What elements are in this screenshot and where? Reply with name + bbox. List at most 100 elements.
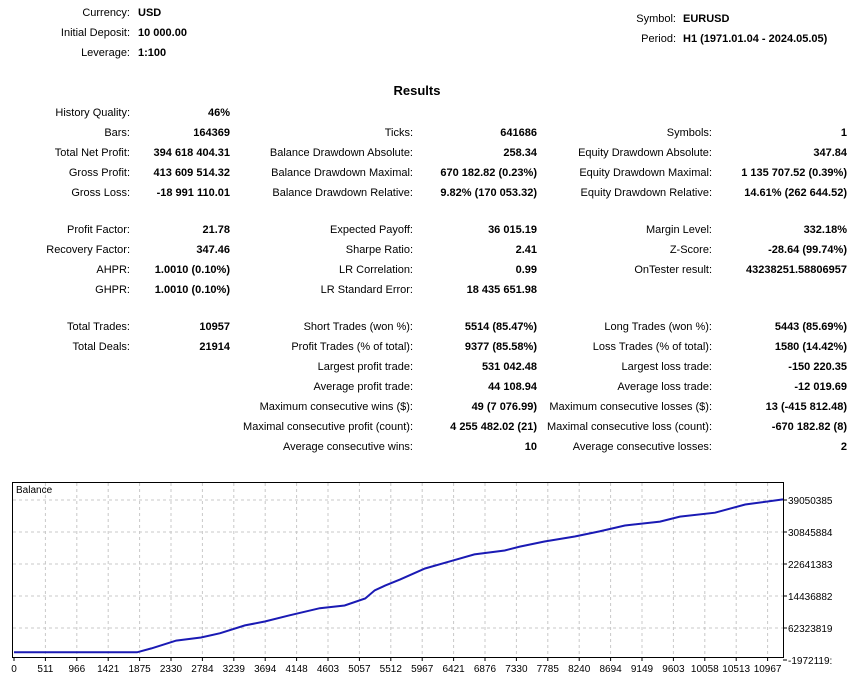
- stat-label: OnTester result:: [634, 264, 712, 276]
- x-tick-label: 9603: [662, 664, 685, 675]
- stat-value: 1580 (14.42%): [774, 341, 847, 353]
- stat-label: Largest loss trade:: [621, 361, 713, 373]
- stat-value: 531 042.48: [481, 361, 537, 373]
- stat-value: 9377 (85.58%): [464, 341, 537, 353]
- stat-label: Bars:: [104, 127, 130, 139]
- stat-label: GHPR:: [95, 284, 130, 296]
- stat-label: Gross Profit:: [68, 167, 130, 179]
- stat-label: Sharpe Ratio:: [345, 244, 413, 256]
- stat-value: 413 609 514.32: [153, 167, 230, 179]
- x-tick-label: 1421: [97, 664, 120, 675]
- stat-label: Total Trades:: [67, 321, 130, 333]
- stat-value: 4 255 482.02 (21): [450, 421, 537, 433]
- stat-label: Gross Loss:: [71, 187, 130, 199]
- header-label: Period:: [641, 33, 676, 45]
- stat-label: Profit Factor:: [67, 224, 130, 236]
- stat-label: Short Trades (won %):: [303, 321, 413, 333]
- stat-label: Maximum consecutive wins ($):: [259, 401, 413, 413]
- chart-title: Balance: [16, 485, 53, 496]
- header-label: Initial Deposit:: [60, 27, 130, 39]
- x-tick-label: 1875: [128, 664, 151, 675]
- stat-value: 43238251.58806957: [746, 264, 847, 276]
- stat-value: 44 108.94: [488, 381, 537, 393]
- header-label: Currency:: [82, 7, 130, 19]
- stat-label: Balance Drawdown Relative:: [272, 187, 413, 199]
- stat-value: -18 991 110.01: [156, 187, 230, 199]
- stat-value: 9.82% (170 053.32): [440, 187, 537, 199]
- stat-value: 1 135 707.52 (0.39%): [741, 167, 847, 179]
- stat-label: Average loss trade:: [617, 381, 712, 393]
- header-value: USD: [138, 7, 162, 19]
- stat-label: Equity Drawdown Absolute:: [578, 147, 712, 159]
- stat-value: 164369: [193, 127, 230, 139]
- stat-value: 49 (7 076.99): [471, 401, 537, 413]
- stat-label: Equity Drawdown Maximal:: [579, 167, 712, 179]
- stat-label: Z-Score:: [669, 244, 712, 256]
- stat-label: Total Deals:: [72, 341, 130, 353]
- header-value: H1 (1971.01.04 - 2024.05.05): [683, 33, 828, 45]
- x-tick-label: 10513: [722, 664, 750, 675]
- plot-frame: [12, 482, 784, 658]
- balance-line: [14, 498, 784, 654]
- stat-value: 5514 (85.47%): [464, 321, 537, 333]
- y-tick-label: -1972119:: [788, 656, 832, 667]
- stat-value: 0.99: [515, 264, 537, 276]
- stat-value: 21914: [199, 341, 230, 353]
- x-tick-label: 8694: [599, 664, 622, 675]
- stat-value: 394 618 404.31: [153, 147, 230, 159]
- stat-label: Ticks:: [384, 127, 413, 139]
- stat-value: -150 220.35: [788, 361, 847, 373]
- stat-value: 347.46: [196, 244, 230, 256]
- stat-value: 46%: [207, 107, 230, 119]
- x-tick-label: 7330: [505, 664, 528, 675]
- stat-value: 21.78: [202, 224, 230, 236]
- x-tick-label: 9149: [631, 664, 654, 675]
- stat-label: Average consecutive losses:: [572, 441, 712, 453]
- stat-label: Loss Trades (% of total):: [592, 341, 712, 353]
- stat-label: Maximum consecutive losses ($):: [549, 401, 712, 413]
- stat-label: Balance Drawdown Absolute:: [269, 147, 413, 159]
- x-tick-label: 3239: [223, 664, 246, 675]
- stat-value: 641686: [500, 127, 537, 139]
- x-tick-label: 2330: [160, 664, 183, 675]
- x-tick-label: 0: [11, 664, 17, 675]
- stat-label: Symbols:: [666, 127, 712, 139]
- stat-value: 1.0010 (0.10%): [154, 284, 230, 296]
- x-tick-label: 2784: [191, 664, 214, 675]
- header-value: 10 000.00: [138, 27, 187, 39]
- x-tick-label: 5057: [348, 664, 371, 675]
- stat-value: 18 435 651.98: [466, 284, 537, 296]
- stat-value: 10: [524, 441, 537, 453]
- y-tick-label: 30845884: [788, 528, 833, 539]
- stat-label: Recovery Factor:: [46, 244, 130, 256]
- stat-value: -670 182.82 (8): [771, 421, 847, 433]
- x-tick-label: 5967: [411, 664, 434, 675]
- stat-value: 332.18%: [803, 224, 847, 236]
- x-tick-label: 10967: [754, 664, 782, 675]
- stat-label: AHPR:: [96, 264, 130, 276]
- stat-value: 2.41: [515, 244, 537, 256]
- results-title: Results: [393, 83, 441, 98]
- y-tick-label: 22641383: [788, 560, 833, 571]
- stat-label: Expected Payoff:: [330, 224, 413, 236]
- y-tick-label: 14436882: [788, 592, 833, 603]
- stat-value: -12 019.69: [794, 381, 847, 393]
- stat-label: History Quality:: [55, 107, 130, 119]
- stat-label: Long Trades (won %):: [604, 321, 712, 333]
- y-tick-label: 39050385: [788, 496, 833, 507]
- stat-label: Average profit trade:: [313, 381, 413, 393]
- x-tick-label: 5512: [380, 664, 403, 675]
- y-tick-label: 62323819: [788, 624, 833, 635]
- balance-chart: 0 511 966 1421 1875 2330 2784 3239 3694 4148 4603 5…: [11, 482, 833, 675]
- header-label: Leverage:: [81, 47, 130, 59]
- stat-value: 670 182.82 (0.23%): [440, 167, 537, 179]
- stat-label: Average consecutive wins:: [282, 441, 413, 453]
- x-tick-label: 6421: [442, 664, 465, 675]
- stat-label: LR Standard Error:: [320, 284, 413, 296]
- stat-label: Balance Drawdown Maximal:: [271, 167, 413, 179]
- stat-value: 36 015.19: [488, 224, 537, 236]
- stat-label: Margin Level:: [645, 224, 712, 236]
- x-tick-label: 4148: [285, 664, 308, 675]
- stat-label: Equity Drawdown Relative:: [580, 187, 712, 199]
- stat-label: Total Net Profit:: [54, 147, 130, 159]
